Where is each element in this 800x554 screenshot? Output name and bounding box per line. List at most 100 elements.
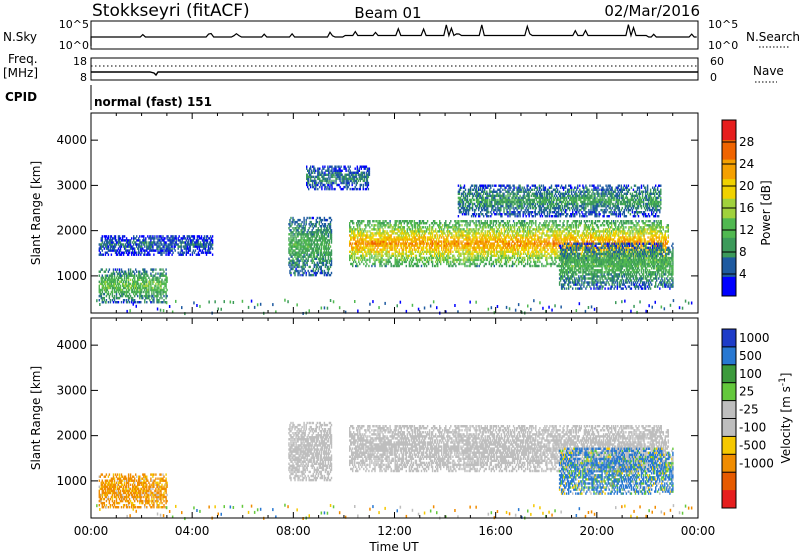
power-cell <box>292 243 294 246</box>
power-cell <box>441 236 443 239</box>
power-cell <box>311 235 313 238</box>
power-cell <box>454 258 456 262</box>
power-cell <box>469 232 471 235</box>
power-cell <box>468 234 470 237</box>
power-cell <box>350 250 352 253</box>
power-cell <box>160 235 162 238</box>
power-cell <box>487 242 489 245</box>
power-cell <box>498 240 501 243</box>
power-cell <box>211 243 214 246</box>
power-cell <box>405 238 407 241</box>
power-cell <box>311 175 313 179</box>
power-cell <box>152 237 154 240</box>
power-cell <box>409 264 412 268</box>
power-cell <box>124 245 127 248</box>
power-cell <box>407 232 410 235</box>
power-cell <box>107 253 110 256</box>
power-cell <box>156 280 158 283</box>
power-cell <box>324 237 327 240</box>
power-cell <box>115 294 118 298</box>
power-cell <box>118 253 121 256</box>
power-cell <box>534 244 536 247</box>
power-cell <box>428 252 431 255</box>
power-cell <box>474 232 476 235</box>
power-cell <box>139 272 141 275</box>
power-cell <box>321 173 323 176</box>
power-cell <box>382 238 384 241</box>
power-cell <box>491 254 493 257</box>
power-cell <box>321 241 324 244</box>
power-cell <box>360 258 362 262</box>
power-cell <box>349 228 351 231</box>
power-cell <box>352 248 354 251</box>
power-cell <box>313 169 315 172</box>
power-cell <box>469 220 471 223</box>
power-cell <box>494 220 497 223</box>
power-cell <box>211 235 214 238</box>
power-cell <box>477 230 479 233</box>
power-cell <box>361 246 363 249</box>
power-cell <box>481 250 483 253</box>
power-cell <box>465 236 467 239</box>
power-cell <box>315 218 317 222</box>
power-cell <box>145 296 147 300</box>
power-cell <box>418 242 421 245</box>
power-cell <box>500 236 503 239</box>
power-cell <box>104 290 107 294</box>
power-cell <box>306 177 308 181</box>
power-cell <box>321 261 324 264</box>
power-cell <box>308 179 310 183</box>
power-cell <box>480 256 482 260</box>
power-cell <box>141 245 143 248</box>
power-cell <box>523 260 525 264</box>
power-cell <box>447 254 449 257</box>
power-cell <box>366 185 369 189</box>
power-cell <box>322 257 325 260</box>
power-cell <box>304 245 306 248</box>
power-cell <box>412 264 415 268</box>
power-cell <box>446 230 448 233</box>
power-cell <box>431 248 434 251</box>
power-cell <box>389 260 391 264</box>
power-cell <box>157 278 159 281</box>
power-cell <box>108 249 111 252</box>
power-cell <box>512 230 515 233</box>
power-cell <box>430 222 433 225</box>
power-cell <box>359 248 361 251</box>
power-cell <box>457 258 459 262</box>
power-cell <box>481 242 483 245</box>
power-cell <box>462 220 464 223</box>
power-cell <box>168 249 170 252</box>
power-cell <box>191 251 194 254</box>
power-cell <box>419 244 422 247</box>
power-cell <box>364 250 366 253</box>
power-cell <box>468 264 470 268</box>
power-cell <box>450 260 452 264</box>
power-cell <box>449 232 451 235</box>
power-cell <box>400 238 402 241</box>
power-cell <box>122 251 125 254</box>
power-cell <box>141 241 143 244</box>
power-cell <box>492 230 494 233</box>
power-cell <box>514 260 517 264</box>
power-cell <box>104 253 107 256</box>
power-cell <box>140 294 142 298</box>
power-cell <box>463 220 465 223</box>
power-cell <box>327 165 329 168</box>
power-cell <box>498 222 501 225</box>
power-cell <box>307 255 309 258</box>
power-cell <box>290 259 292 262</box>
power-cell <box>313 175 315 179</box>
power-cell <box>447 252 449 255</box>
power-cell <box>465 238 467 241</box>
power-cell <box>366 236 368 239</box>
power-cell <box>469 248 471 251</box>
power-cell <box>124 270 127 273</box>
power-cell <box>352 254 354 257</box>
power-cell <box>155 249 157 252</box>
power-cell <box>522 236 524 239</box>
power-cell <box>530 234 532 237</box>
power-cell <box>162 235 164 238</box>
power-cell <box>380 242 382 245</box>
power-cell <box>410 252 413 255</box>
